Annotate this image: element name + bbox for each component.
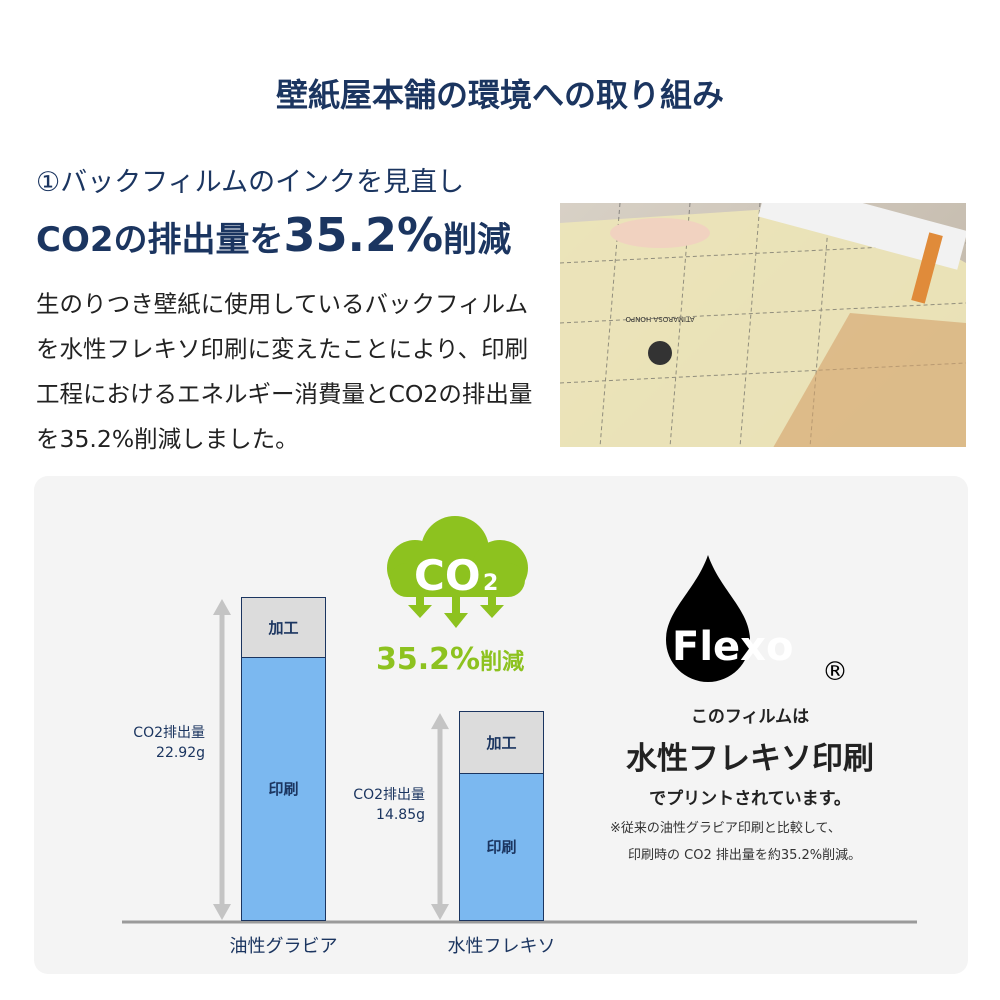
flexo-line1: このフィルムは <box>690 707 810 727</box>
total-label: CO2排出量 22.92g <box>133 723 205 763</box>
bar-1: 加工 印刷 <box>459 711 544 921</box>
cloud-sub-text: 2 <box>483 571 498 596</box>
segment-insatsu: 印刷 <box>242 657 325 920</box>
total-label-line: 22.92g <box>156 745 205 761</box>
arrow-head <box>431 713 449 730</box>
total-label-line: CO2排出量 <box>353 787 425 804</box>
total-label-line: CO2排出量 <box>133 725 205 741</box>
flexo-note: ※従来の油性グラビア印刷と比較して、 印刷時の CO2 排出量を約35.2%削減… <box>610 815 861 869</box>
wallpaper-roll-illustration: ATIMAROSA HONPO <box>560 203 966 447</box>
arrow-head <box>213 904 231 920</box>
category-label: 水性フレキソ <box>447 936 556 957</box>
section-subtitle: ①バックフィルムのインクを見直し <box>36 167 465 198</box>
page-title: 壁紙屋本舗の環境への取り組み <box>275 76 724 114</box>
section-body: 生のりつき壁紙に使用しているバックフィルムを水性フレキソ印刷に変えたことにより、… <box>36 290 533 453</box>
category-label: 油性グラビア <box>229 936 338 957</box>
flexo-drop-logo: Flexo ® <box>666 555 848 687</box>
segment-insatsu: 印刷 <box>460 773 543 920</box>
total-label: CO2排出量 14.85g <box>353 785 425 825</box>
note-line2: 印刷時の CO2 排出量を約35.2%削減。 <box>628 848 862 863</box>
cloud-co-text: CO <box>414 551 481 600</box>
reduction-value: 35.2% <box>376 642 481 677</box>
note-line1: ※従来の油性グラビア印刷と比較して、 <box>610 821 841 836</box>
arrow-head <box>213 599 231 615</box>
reduction-label: 35.2%削減 <box>376 642 524 677</box>
bar-0: 加工 印刷 <box>241 597 326 921</box>
film-logo-text: ATIMAROSA HONPO <box>625 315 695 323</box>
segment-kakou: 加工 <box>460 712 543 774</box>
total-label-line: 14.85g <box>376 807 425 824</box>
reduction-suffix: 削減 <box>480 650 525 675</box>
registered-mark: ® <box>822 657 848 687</box>
arrow-head <box>431 904 449 920</box>
flexo-text: このフィルムは 水性フレキソ印刷 でプリントされています。 <box>600 702 900 809</box>
headline-prefix: CO2の排出量を <box>36 220 284 260</box>
segment-kakou: 加工 <box>242 598 325 658</box>
flexo-line3: でプリントされています。 <box>649 789 851 809</box>
headline-value: 35.2% <box>283 208 444 262</box>
flexo-logo-text: Flexo <box>672 624 793 670</box>
flexo-line2: 水性フレキソ印刷 <box>626 741 874 777</box>
co2-cloud-icon: CO 2 <box>387 516 528 628</box>
headline-suffix: 削減 <box>443 220 512 260</box>
product-photo: ATIMAROSA HONPO <box>560 203 966 447</box>
headline: CO2の排出量を35.2%削減 <box>36 208 511 262</box>
